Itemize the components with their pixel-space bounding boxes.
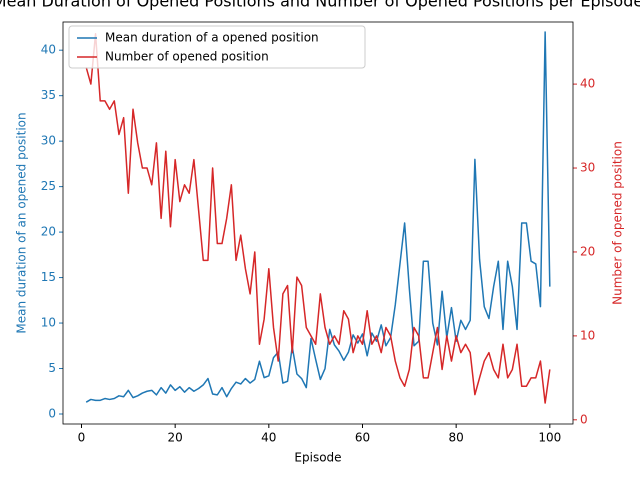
y-axis-label: Mean duration of an opened position <box>15 112 29 333</box>
y2-tick-label: 40 <box>580 77 595 91</box>
x-axis-label: Episode <box>294 451 341 465</box>
y-tick-label: 0 <box>48 406 56 420</box>
x-tick-label: 100 <box>538 431 561 445</box>
x-tick-label: 0 <box>78 431 86 445</box>
y2-axis-label: Number of opened position <box>611 141 625 305</box>
plot-frame <box>62 21 574 425</box>
y-tick-label: 35 <box>41 88 56 102</box>
y2-tick-label: 30 <box>580 161 595 175</box>
x-tick-label: 60 <box>355 431 370 445</box>
chart-title: Mean Duration of Opened Positions and Nu… <box>0 0 640 11</box>
y2-tick-label: 10 <box>580 328 595 342</box>
y-tick-label: 10 <box>41 316 56 330</box>
y-tick-label: 25 <box>41 179 56 193</box>
y-tick-label: 30 <box>41 134 56 148</box>
y-tick-label: 20 <box>41 225 56 239</box>
x-tick-label: 40 <box>261 431 276 445</box>
y2-tick-label: 20 <box>580 244 595 258</box>
y-tick-label: 40 <box>41 43 56 57</box>
y-tick-label: 15 <box>41 270 56 284</box>
legend-label: Number of opened position <box>105 50 269 64</box>
x-tick-label: 80 <box>449 431 464 445</box>
y-tick-label: 5 <box>48 361 56 375</box>
legend-box <box>68 25 366 69</box>
y2-tick-label: 0 <box>580 412 588 426</box>
series-line <box>85 31 551 403</box>
x-tick-label: 20 <box>168 431 183 445</box>
legend-label: Mean duration of a opened position <box>105 31 319 45</box>
series-line <box>85 32 551 404</box>
